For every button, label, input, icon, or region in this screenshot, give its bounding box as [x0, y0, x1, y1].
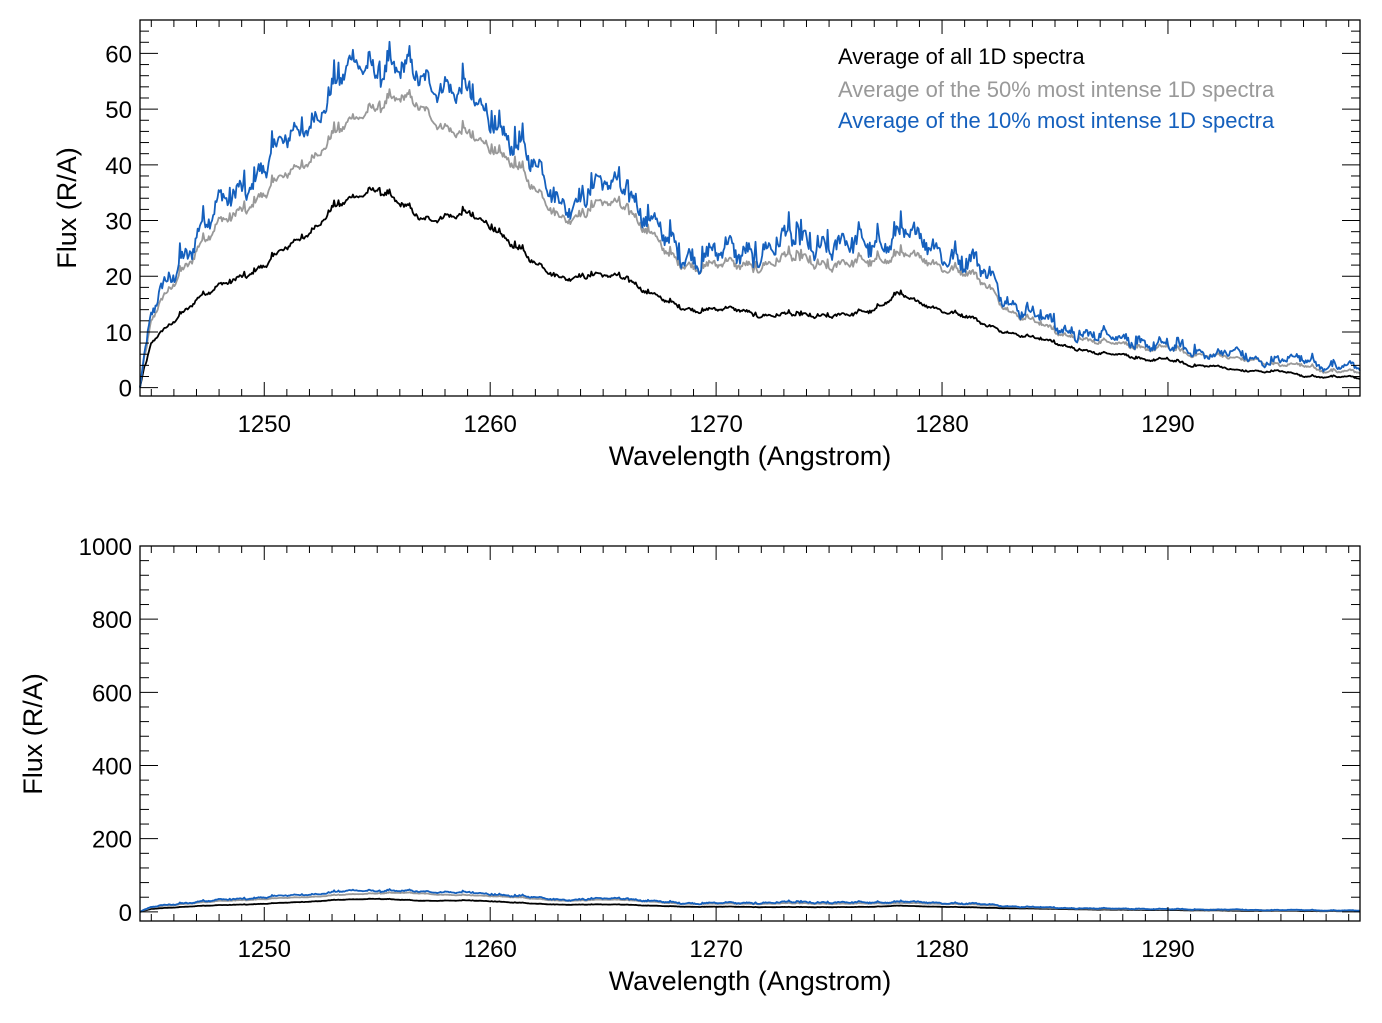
y-tick-label: 1000: [79, 534, 132, 561]
legend: Average of all 1D spectra Average of the…: [838, 44, 1275, 133]
x-tick-label: 1270: [689, 411, 742, 438]
bottom-spectrum-panel: 1250 1260 1270 1280 1290 0 200 400 600 800 1000 Wa…: [18, 534, 1361, 996]
bottom-y-axis-title: Flux (R/A): [18, 673, 48, 795]
y-tick-label: 800: [92, 607, 132, 634]
top-y-axis-title: Flux (R/A): [52, 147, 82, 269]
x-tick-label: 1290: [1141, 936, 1194, 963]
y-tick-label: 20: [105, 264, 132, 291]
y-tick-label: 30: [105, 209, 132, 236]
x-tick-label: 1250: [238, 936, 291, 963]
y-tick-label: 40: [105, 153, 132, 180]
y-tick-label: 50: [105, 97, 132, 124]
x-tick-label: 1280: [915, 936, 968, 963]
y-tick-label: 0: [119, 900, 132, 927]
series-line-10pct: [139, 888, 1361, 913]
x-tick-label: 1250: [238, 411, 291, 438]
top-spectrum-panel: 1250 1260 1270 1280 1290 0 10 20 30 40 50 60 Wavele…: [52, 19, 1361, 471]
x-tick-label: 1260: [463, 411, 516, 438]
y-tick-label: 60: [105, 41, 132, 68]
y-tick-label: 400: [92, 754, 132, 781]
series-line-50pct: [139, 88, 1361, 388]
y-tick-label: 600: [92, 680, 132, 707]
bottom-x-axis-title: Wavelength (Angstrom): [609, 966, 892, 996]
top-plot-frame: [139, 19, 1361, 397]
y-tick-label: 200: [92, 827, 132, 854]
x-tick-label: 1290: [1141, 411, 1194, 438]
series-line-10pct: [139, 40, 1361, 388]
y-tick-label: 0: [119, 376, 132, 403]
legend-entry-50pct: Average of the 50% most intense 1D spect…: [838, 77, 1275, 102]
x-tick-label: 1270: [689, 936, 742, 963]
legend-entry-10pct: Average of the 10% most intense 1D spect…: [838, 108, 1275, 133]
legend-entry-all: Average of all 1D spectra: [838, 44, 1085, 69]
bottom-plot-frame: [139, 545, 1361, 922]
top-x-axis-title: Wavelength (Angstrom): [609, 441, 892, 471]
x-tick-label: 1280: [915, 411, 968, 438]
series-line-all: [139, 186, 1361, 388]
x-tick-label: 1260: [463, 936, 516, 963]
y-tick-label: 10: [105, 320, 132, 347]
